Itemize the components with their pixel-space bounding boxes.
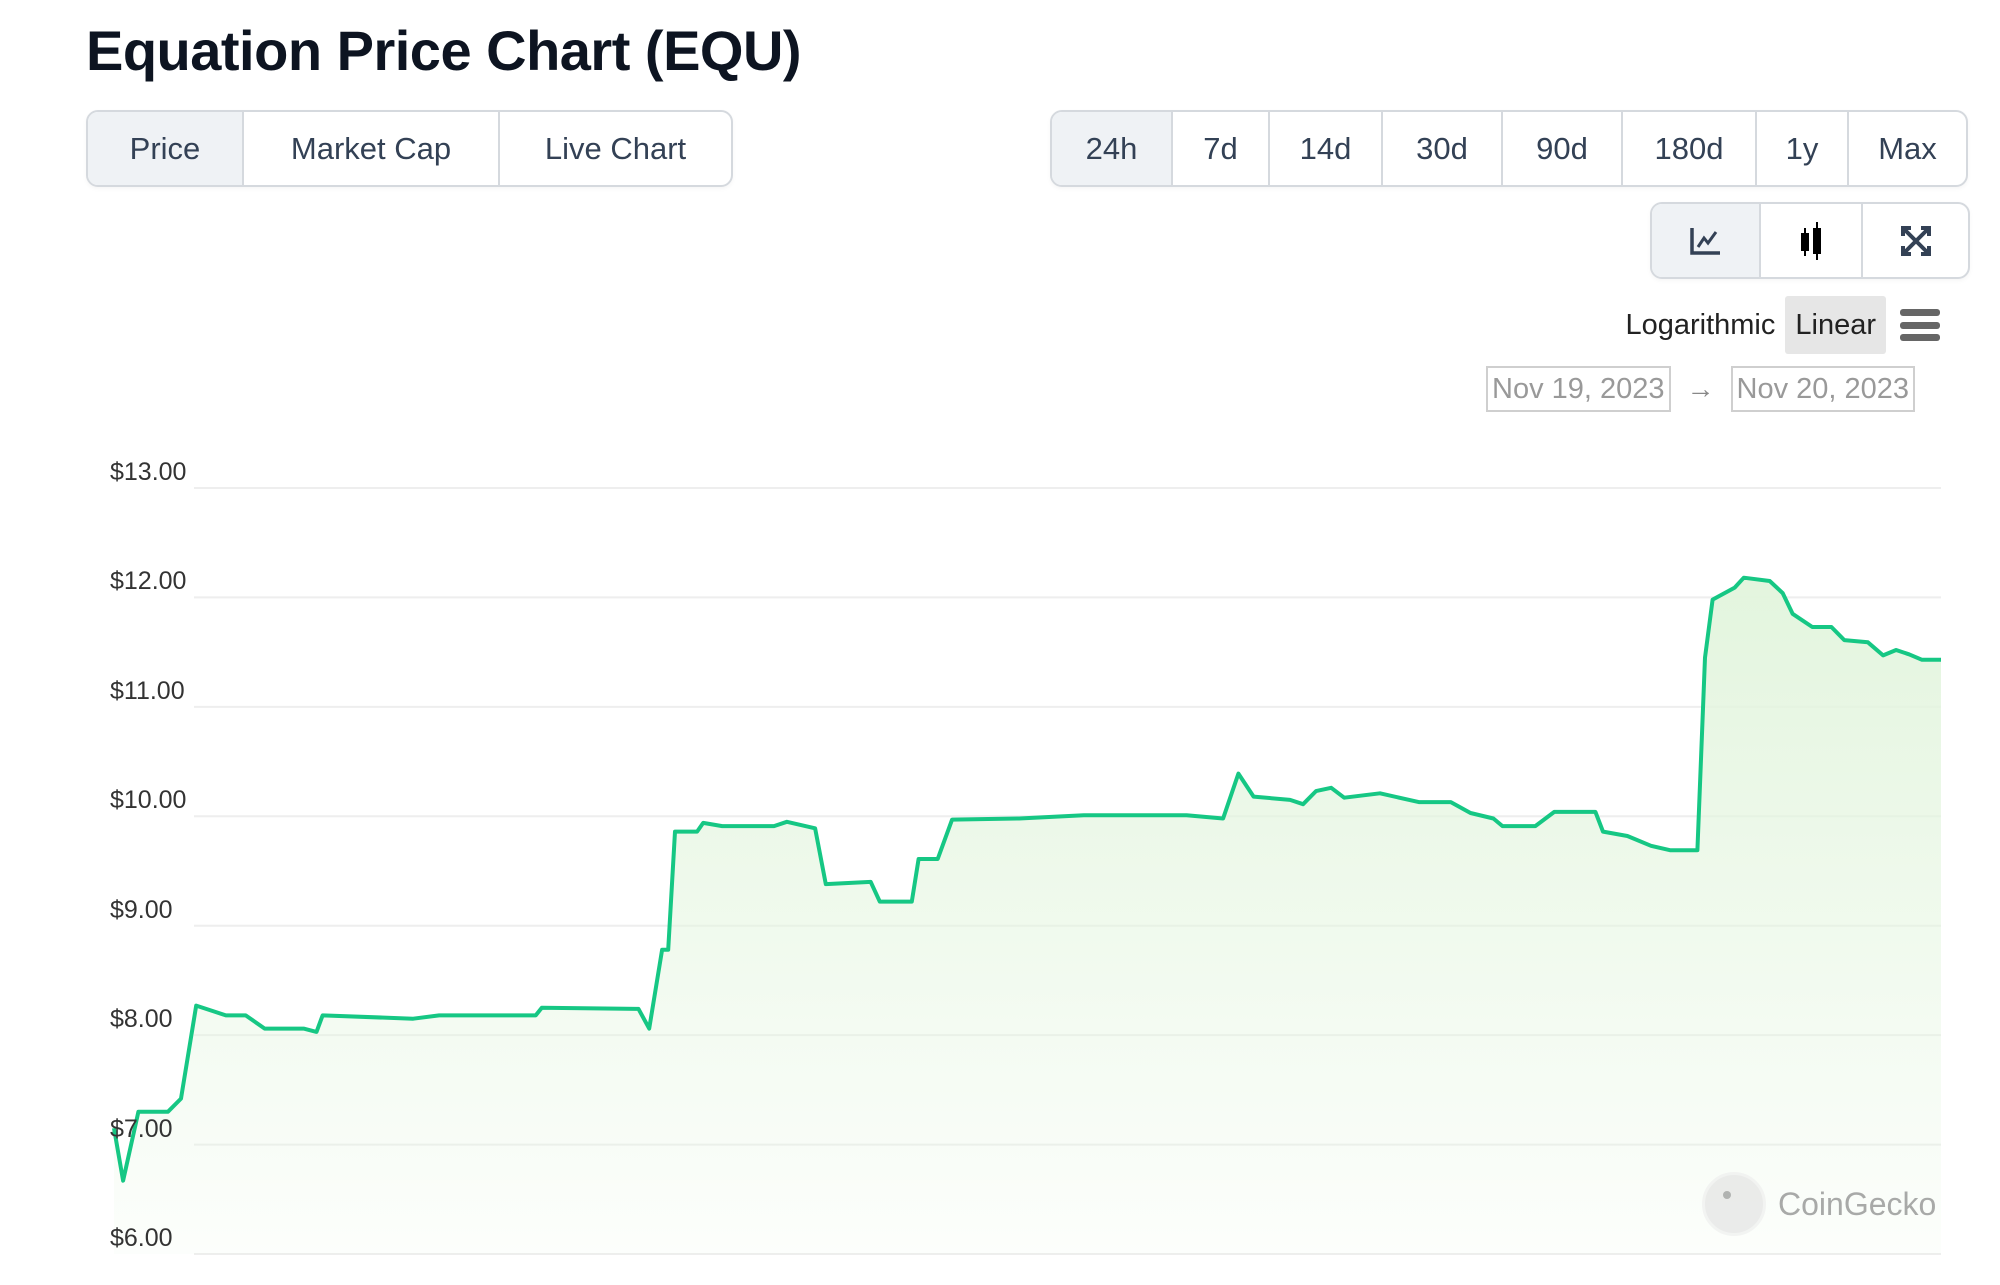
- y-tick-label: $7.00: [110, 1114, 173, 1143]
- tab-market-cap[interactable]: Market Cap: [242, 112, 498, 185]
- arrow-right-icon: →: [1686, 373, 1715, 404]
- expand-icon: [1900, 225, 1931, 256]
- range-90d[interactable]: 90d: [1501, 112, 1621, 185]
- range-max[interactable]: Max: [1847, 112, 1966, 185]
- watermark-text: CoinGecko: [1778, 1185, 1937, 1222]
- tab-price[interactable]: Price: [88, 112, 242, 185]
- scale-linear[interactable]: Linear: [1785, 296, 1886, 354]
- range-7d[interactable]: 7d: [1171, 112, 1268, 185]
- line-chart-button[interactable]: [1652, 204, 1759, 277]
- y-tick-label: $10.00: [110, 786, 187, 815]
- range-1y[interactable]: 1y: [1755, 112, 1847, 185]
- range-24h[interactable]: 24h: [1052, 112, 1171, 185]
- page-title: Equation Price Chart (EQU): [86, 19, 802, 82]
- fullscreen-button[interactable]: [1861, 204, 1968, 277]
- coingecko-logo-icon: [1702, 1172, 1766, 1236]
- y-tick-label: $8.00: [110, 1005, 173, 1034]
- chart-view-selector: [1650, 202, 1970, 279]
- price-area: [114, 577, 1941, 1254]
- date-to-input[interactable]: Nov 20, 2023: [1730, 366, 1916, 412]
- tab-live-chart[interactable]: Live Chart: [498, 112, 731, 185]
- y-tick-label: $11.00: [110, 676, 185, 705]
- chart-type-tabs: Price Market Cap Live Chart: [86, 110, 733, 187]
- candlestick-button[interactable]: [1759, 204, 1861, 277]
- date-from-input[interactable]: Nov 19, 2023: [1486, 366, 1671, 412]
- price-line: [112, 575, 1941, 1183]
- range-14d[interactable]: 14d: [1268, 112, 1381, 185]
- candlestick-icon: [1801, 221, 1821, 260]
- range-180d[interactable]: 180d: [1621, 112, 1755, 185]
- line-chart-icon: [1689, 227, 1720, 255]
- date-range: Nov 19, 2023 → Nov 20, 2023: [1486, 366, 1916, 412]
- scale-logarithmic[interactable]: Logarithmic: [1625, 308, 1776, 341]
- y-tick-label: $6.00: [110, 1224, 173, 1252]
- range-30d[interactable]: 30d: [1381, 112, 1501, 185]
- coingecko-watermark: CoinGecko: [1702, 1172, 1936, 1236]
- hamburger-menu-icon[interactable]: [1900, 309, 1940, 341]
- scale-toggle: Logarithmic Linear: [1580, 296, 1940, 354]
- y-tick-label: $13.00: [110, 458, 187, 486]
- y-tick-label: $12.00: [110, 567, 187, 596]
- time-range-selector: 24h 7d 14d 30d 90d 180d 1y Max: [1050, 110, 1968, 187]
- y-tick-label: $9.00: [110, 895, 173, 924]
